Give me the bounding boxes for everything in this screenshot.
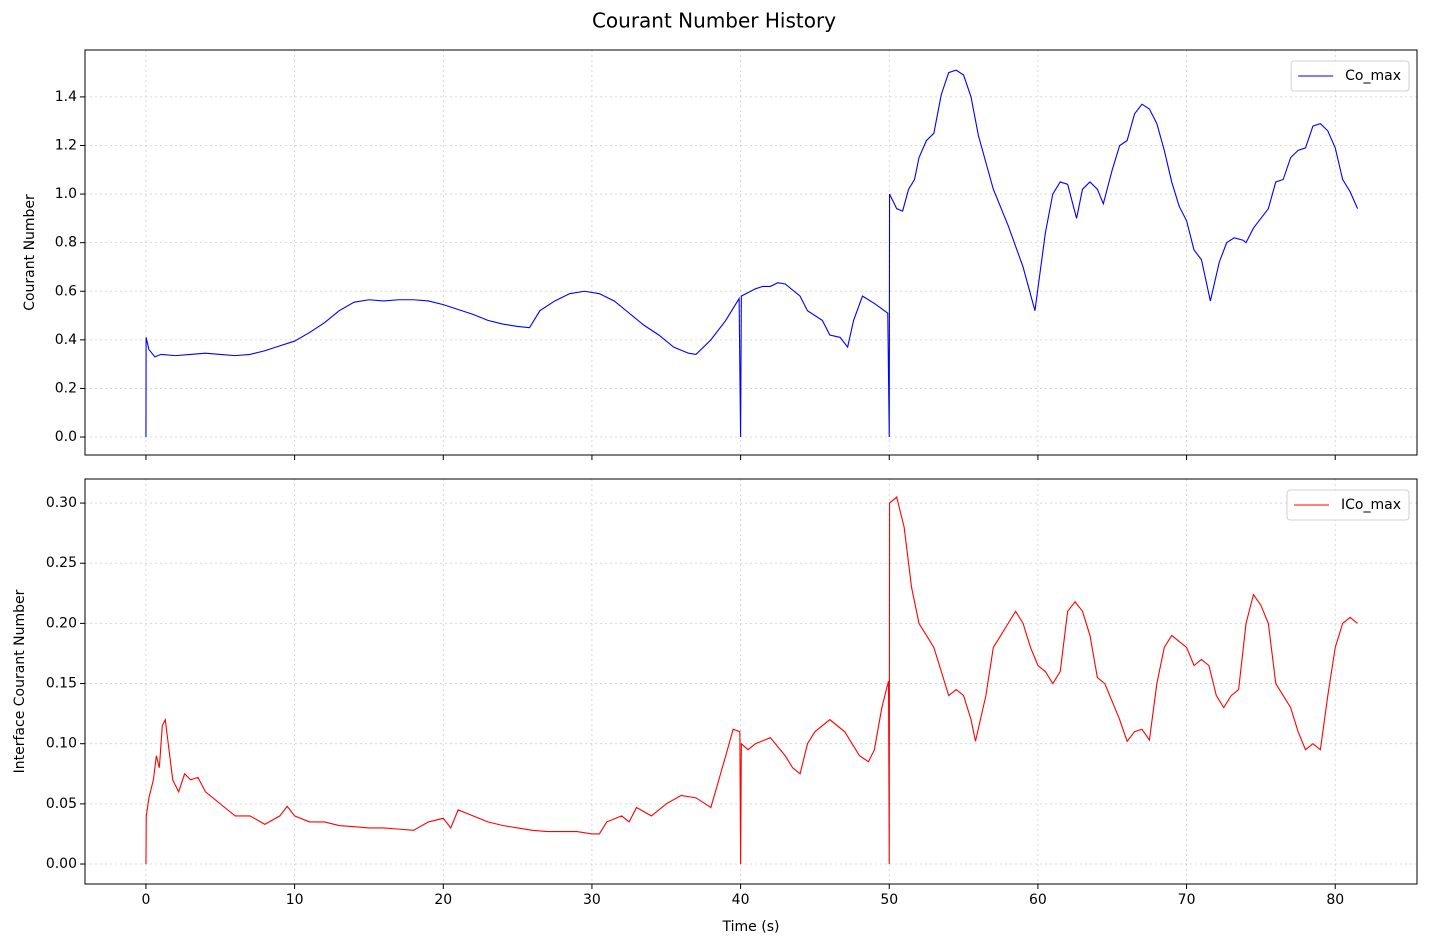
data-line (145, 69, 1359, 438)
y-tick-label: 0.25 (46, 555, 77, 571)
x-tick-label: 20 (434, 892, 452, 908)
x-axis-label: Time (s) (722, 919, 780, 935)
y-axis-label: Courant Number (22, 194, 38, 311)
x-tick-label: 10 (286, 892, 304, 908)
legend-box (1286, 489, 1410, 521)
y-tick-label: 1.0 (55, 186, 77, 202)
y-tick-label: 0.4 (55, 332, 77, 348)
y-tick-label: 0.20 (46, 615, 77, 631)
x-tick-label: 70 (1178, 892, 1196, 908)
legend-box (1290, 60, 1410, 92)
y-tick-label: 0.30 (46, 495, 77, 511)
x-tick-label: 30 (583, 892, 601, 908)
y-axis-label: Interface Courant Number (12, 589, 28, 773)
x-tick-label: 80 (1326, 892, 1344, 908)
x-tick-label: 40 (732, 892, 750, 908)
x-tick-label: 0 (141, 892, 150, 908)
y-tick-label: 1.2 (55, 137, 77, 153)
legend: Co_max (1290, 60, 1410, 92)
y-tick-label: 0.8 (55, 235, 77, 251)
y-tick-label: 0.15 (46, 676, 77, 692)
legend: ICo_max (1286, 489, 1410, 521)
figure-title: Courant Number History (592, 9, 836, 33)
y-tick-label: 0.00 (46, 856, 77, 872)
y-tick-label: 0.0 (55, 429, 77, 445)
plot-frame (84, 49, 1418, 456)
data-line (145, 496, 1358, 865)
plot-frame (84, 478, 1418, 885)
y-tick-label: 0.6 (55, 283, 77, 299)
y-tick-label: 1.4 (55, 89, 77, 105)
y-tick-label: 0.2 (55, 380, 77, 396)
legend-label: ICo_max (1341, 497, 1401, 513)
legend-label: Co_max (1345, 68, 1401, 84)
y-tick-label: 0.10 (46, 736, 77, 752)
x-tick-label: 60 (1029, 892, 1047, 908)
x-tick-label: 50 (880, 892, 898, 908)
y-tick-label: 0.05 (46, 796, 77, 812)
